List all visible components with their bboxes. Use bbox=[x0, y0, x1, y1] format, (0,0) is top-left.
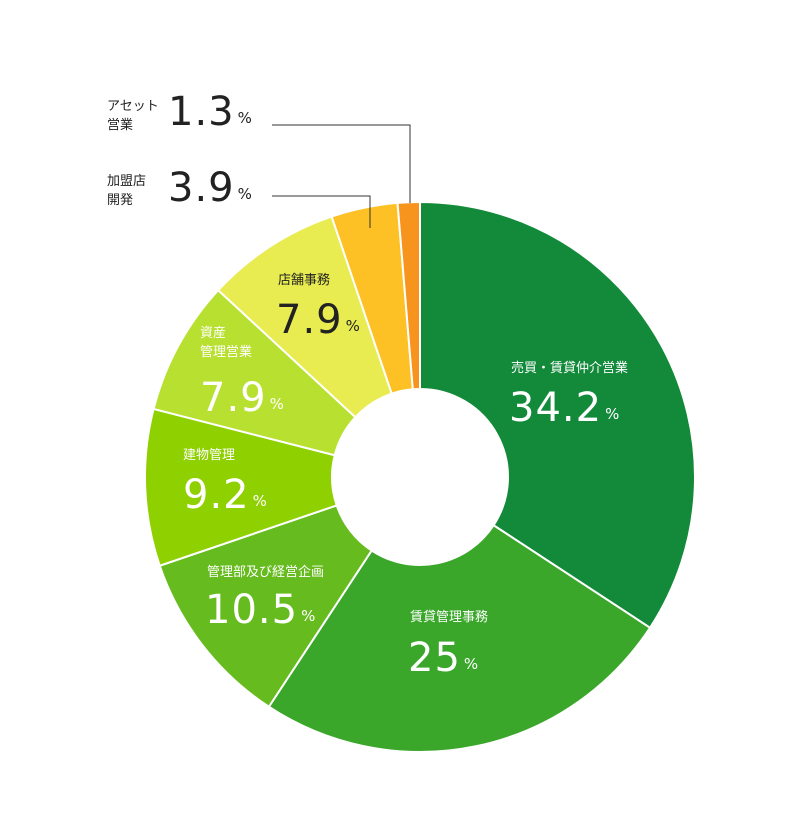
donut-slice bbox=[144, 407, 338, 568]
slice-name: 管理部及び経営企画 bbox=[207, 564, 324, 580]
slice-name: 店舗事務 bbox=[278, 273, 330, 288]
slice-name: 加盟店開発 bbox=[107, 174, 146, 208]
donut-slice bbox=[419, 200, 696, 630]
slice-name: 資産管理営業 bbox=[200, 325, 252, 360]
donut-slice bbox=[267, 523, 652, 753]
donut-slice bbox=[396, 200, 421, 391]
value-label: 25% bbox=[408, 635, 479, 681]
value-label: 10.5% bbox=[205, 587, 316, 633]
value-label: 7.9% bbox=[276, 297, 361, 343]
value-label: 9.2% bbox=[183, 472, 268, 518]
value-label: 1.3% bbox=[168, 89, 253, 135]
leader-line bbox=[272, 124, 411, 203]
value-label: 7.9% bbox=[200, 375, 285, 421]
slice-name: 売買・賃貸仲介営業 bbox=[511, 360, 628, 376]
leader-line bbox=[272, 195, 371, 228]
value-label: 34.2% bbox=[509, 385, 620, 431]
donut-slice bbox=[158, 504, 374, 709]
slice-name: 建物管理 bbox=[183, 448, 235, 463]
slice-name: 賃貸管理事務 bbox=[410, 609, 488, 625]
value-label: 3.9% bbox=[168, 165, 253, 211]
slice-name: アセット営業 bbox=[107, 99, 159, 133]
